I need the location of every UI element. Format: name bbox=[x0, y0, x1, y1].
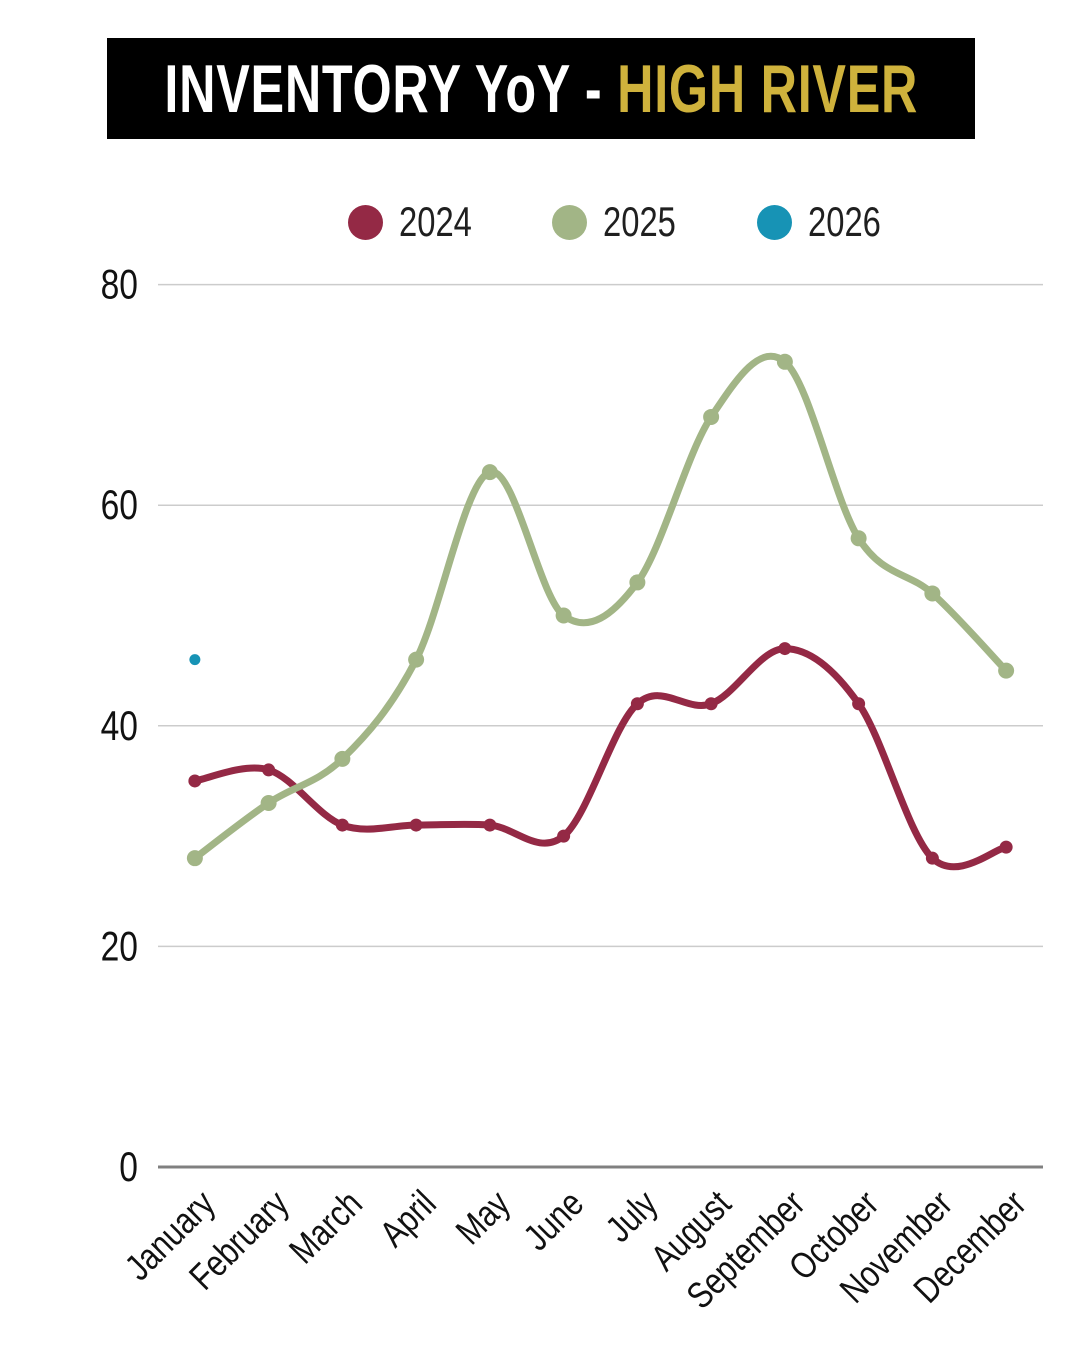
data-point-2024 bbox=[704, 697, 718, 711]
x-axis-label-june: June bbox=[516, 1183, 592, 1259]
data-point-2024 bbox=[999, 840, 1013, 854]
y-axis-label-40: 40 bbox=[101, 703, 138, 749]
data-point-2025 bbox=[555, 607, 572, 624]
data-point-2024 bbox=[262, 763, 276, 777]
legend-label-2025: 2025 bbox=[603, 198, 677, 245]
data-point-2026 bbox=[189, 654, 201, 666]
y-axis-label-80: 80 bbox=[101, 262, 138, 308]
data-point-2025 bbox=[776, 353, 793, 370]
data-point-2024 bbox=[409, 818, 423, 832]
chart-title: INVENTORY YoY - HIGH RIVER bbox=[164, 50, 918, 128]
data-point-2025 bbox=[703, 408, 720, 425]
chart-legend: 2024 2025 2026 bbox=[348, 198, 901, 245]
y-axis-label-60: 60 bbox=[101, 483, 138, 529]
data-point-2025 bbox=[998, 662, 1015, 679]
legend-dot-2024 bbox=[348, 204, 383, 240]
legend-label-2024: 2024 bbox=[399, 198, 472, 245]
data-point-2025 bbox=[629, 574, 646, 591]
data-point-2024 bbox=[778, 642, 792, 656]
chart-title-accent: HIGH RIVER bbox=[616, 50, 918, 127]
chart-title-main: INVENTORY YoY - bbox=[164, 50, 617, 127]
data-point-2024 bbox=[630, 697, 644, 711]
data-point-2025 bbox=[924, 585, 941, 602]
data-point-2024 bbox=[557, 829, 571, 843]
x-axis-label-may: May bbox=[448, 1183, 518, 1253]
x-axis-label-april: April bbox=[372, 1183, 444, 1255]
legend-item-2024: 2024 bbox=[348, 198, 492, 245]
series-line-2025 bbox=[191, 352, 1010, 862]
data-point-2025 bbox=[481, 464, 498, 481]
legend-dot-2026 bbox=[756, 204, 792, 240]
data-point-2024 bbox=[925, 851, 939, 865]
legend-label-2026: 2026 bbox=[807, 198, 881, 245]
data-point-2024 bbox=[483, 818, 497, 832]
legend-item-2026: 2026 bbox=[756, 198, 901, 245]
y-axis-label-20: 20 bbox=[101, 924, 138, 970]
data-point-2025 bbox=[186, 850, 203, 867]
data-point-2025 bbox=[334, 750, 351, 767]
legend-item-2025: 2025 bbox=[552, 198, 696, 245]
data-point-2025 bbox=[260, 795, 277, 812]
series-line-2024 bbox=[191, 645, 1010, 871]
x-axis-label-march: March bbox=[282, 1183, 371, 1272]
data-point-2025 bbox=[408, 651, 425, 668]
data-point-2024 bbox=[852, 697, 866, 711]
data-point-2024 bbox=[188, 774, 202, 788]
y-axis-label-0: 0 bbox=[119, 1145, 138, 1191]
data-point-2024 bbox=[335, 818, 349, 832]
title-banner: INVENTORY YoY - HIGH RIVER bbox=[107, 38, 975, 139]
data-point-2025 bbox=[850, 530, 867, 547]
legend-dot-2025 bbox=[552, 204, 588, 240]
